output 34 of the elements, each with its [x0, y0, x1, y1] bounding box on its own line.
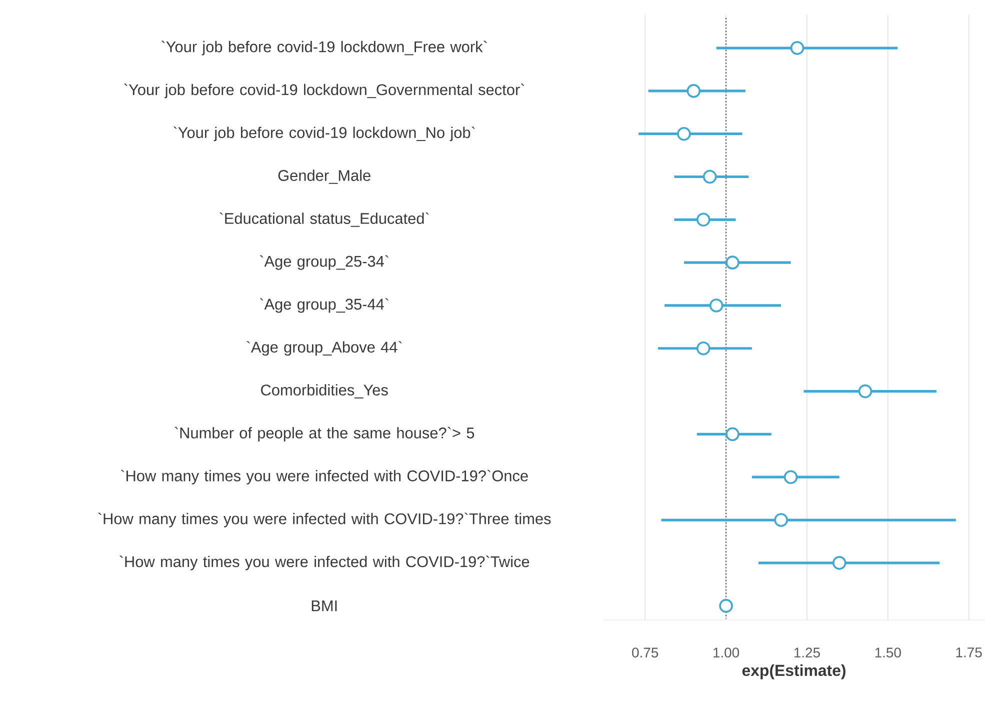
y-tick-label: BMI — [312, 600, 337, 612]
point — [774, 513, 788, 527]
point — [709, 298, 724, 312]
y-tick-label: `Age group_25-34` — [260, 255, 388, 270]
y-tick-label: Comorbidities_Yes — [261, 384, 388, 398]
y-tick-label: Gender_Male — [278, 170, 370, 184]
y-tick-label: `How many times you were infected with COVID-19?`Once — [120, 470, 528, 484]
point — [790, 41, 804, 55]
x-axis-title: exp(Estimate) — [742, 664, 846, 680]
y-tick-label: `Number of people at the same house?`> 5 — [174, 426, 474, 442]
x-tick-label: 0.75 — [632, 648, 658, 658]
point — [832, 556, 846, 570]
x-tick-label: 1.25 — [794, 648, 820, 658]
point — [858, 384, 872, 398]
x-tick-label: 1.00 — [714, 648, 740, 658]
y-tick-label: `Your job before covid-19 lockdown_Governmental sector` — [124, 84, 524, 98]
y-tick-label: `Age group_Above 44` — [246, 341, 402, 356]
x-tick-label: 1.75 — [956, 648, 982, 658]
y-tick-label: `Age group_35-44` — [260, 298, 388, 313]
point — [719, 598, 733, 613]
point — [702, 170, 717, 184]
point — [696, 341, 710, 356]
point — [677, 126, 691, 141]
point — [784, 470, 798, 484]
x-tick-label: 1.50 — [875, 648, 901, 658]
y-tick-label: `Your job before covid-19 lockdown_No job` — [174, 126, 475, 142]
point — [726, 256, 740, 270]
y-tick-label: `How many times you were infected with COVID-19?`Three times — [98, 512, 551, 528]
y-tick-label: `How many times you were infected with COVID-19?`Twice — [120, 556, 530, 570]
y-tick-label: `Your job before covid-19 lockdown_Free work` — [162, 40, 487, 56]
y-tick-label: `Educational status_Educated` — [220, 212, 429, 227]
point — [726, 427, 740, 442]
point — [696, 212, 710, 227]
point — [686, 84, 701, 98]
